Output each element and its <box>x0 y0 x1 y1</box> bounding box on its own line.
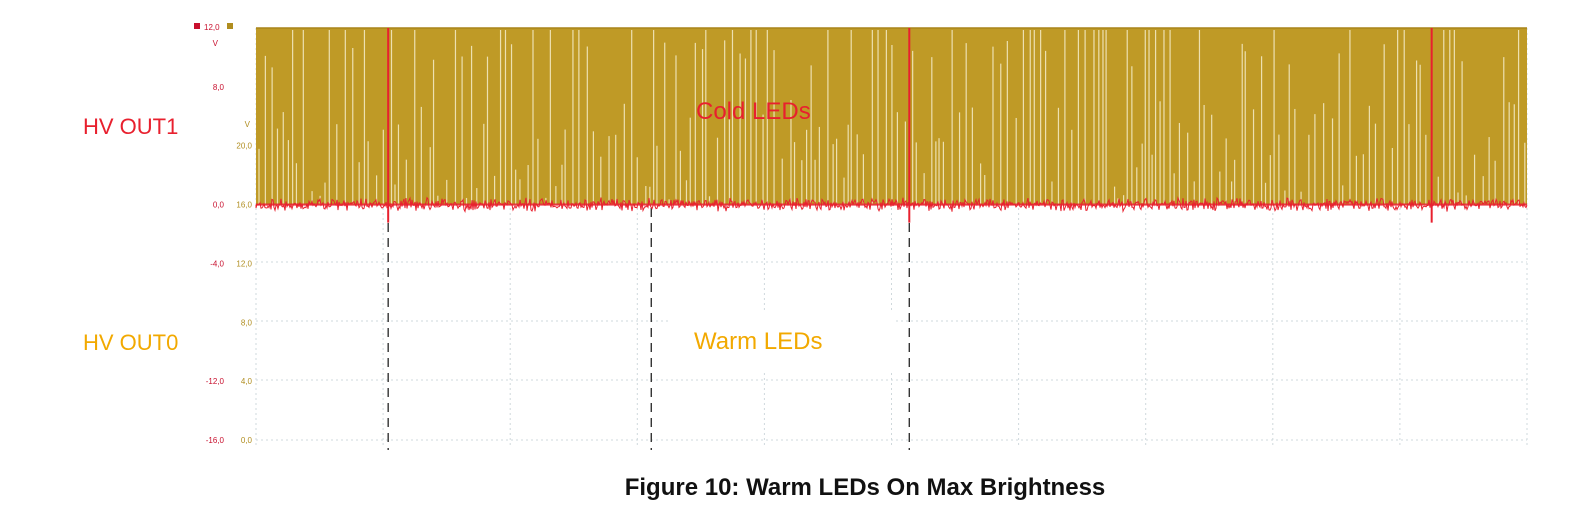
channel-label-hv-out1: HV OUT1 <box>83 114 178 139</box>
right-axis-tick-3: 8,0 <box>241 318 253 327</box>
channel0-indicator-icon <box>227 23 233 29</box>
left-axis-tick-0: 8,0 <box>213 83 225 92</box>
cursors <box>387 28 910 450</box>
annotation-warm-leds-box <box>670 310 895 373</box>
right-axis-tick-1: 16,0 <box>236 201 252 210</box>
axes: 8,0 0,0 -4,0 -12,0 -16,0 12,0 V 20,0 16,0 12,0 8,0… <box>204 23 253 445</box>
left-axis-tick-3: -12,0 <box>206 377 225 386</box>
right-axis-tick-4: 4,0 <box>241 377 253 386</box>
left-axis-unit: V <box>213 39 219 48</box>
hv-out1-trace <box>255 28 1528 223</box>
right-axis-tick-0: 20,0 <box>236 142 252 151</box>
figure-caption: Figure 10: Warm LEDs On Max Brightness <box>624 474 1106 501</box>
left-axis-top-label: 12,0 <box>204 23 220 32</box>
right-axis-unit: V <box>245 120 251 129</box>
annotation-cold-leds: Cold LEDs <box>696 98 811 125</box>
left-axis-tick-2: -4,0 <box>210 259 224 268</box>
left-axis-tick-4: -16,0 <box>206 436 225 445</box>
annotation-warm-leds: Warm LEDs <box>694 328 822 355</box>
right-axis-tick-2: 12,0 <box>236 259 252 268</box>
channel1-indicator-icon <box>194 23 200 29</box>
channel-label-hv-out0: HV OUT0 <box>83 330 178 355</box>
left-axis-tick-1: 0,0 <box>213 201 225 210</box>
hv-out0-trace <box>256 27 1527 205</box>
right-axis-tick-5: 0,0 <box>241 436 253 445</box>
